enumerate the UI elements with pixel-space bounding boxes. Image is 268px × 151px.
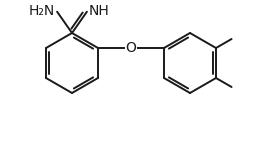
Text: NH: NH — [89, 4, 110, 18]
Text: O: O — [126, 41, 136, 55]
Text: H₂N: H₂N — [29, 4, 55, 18]
